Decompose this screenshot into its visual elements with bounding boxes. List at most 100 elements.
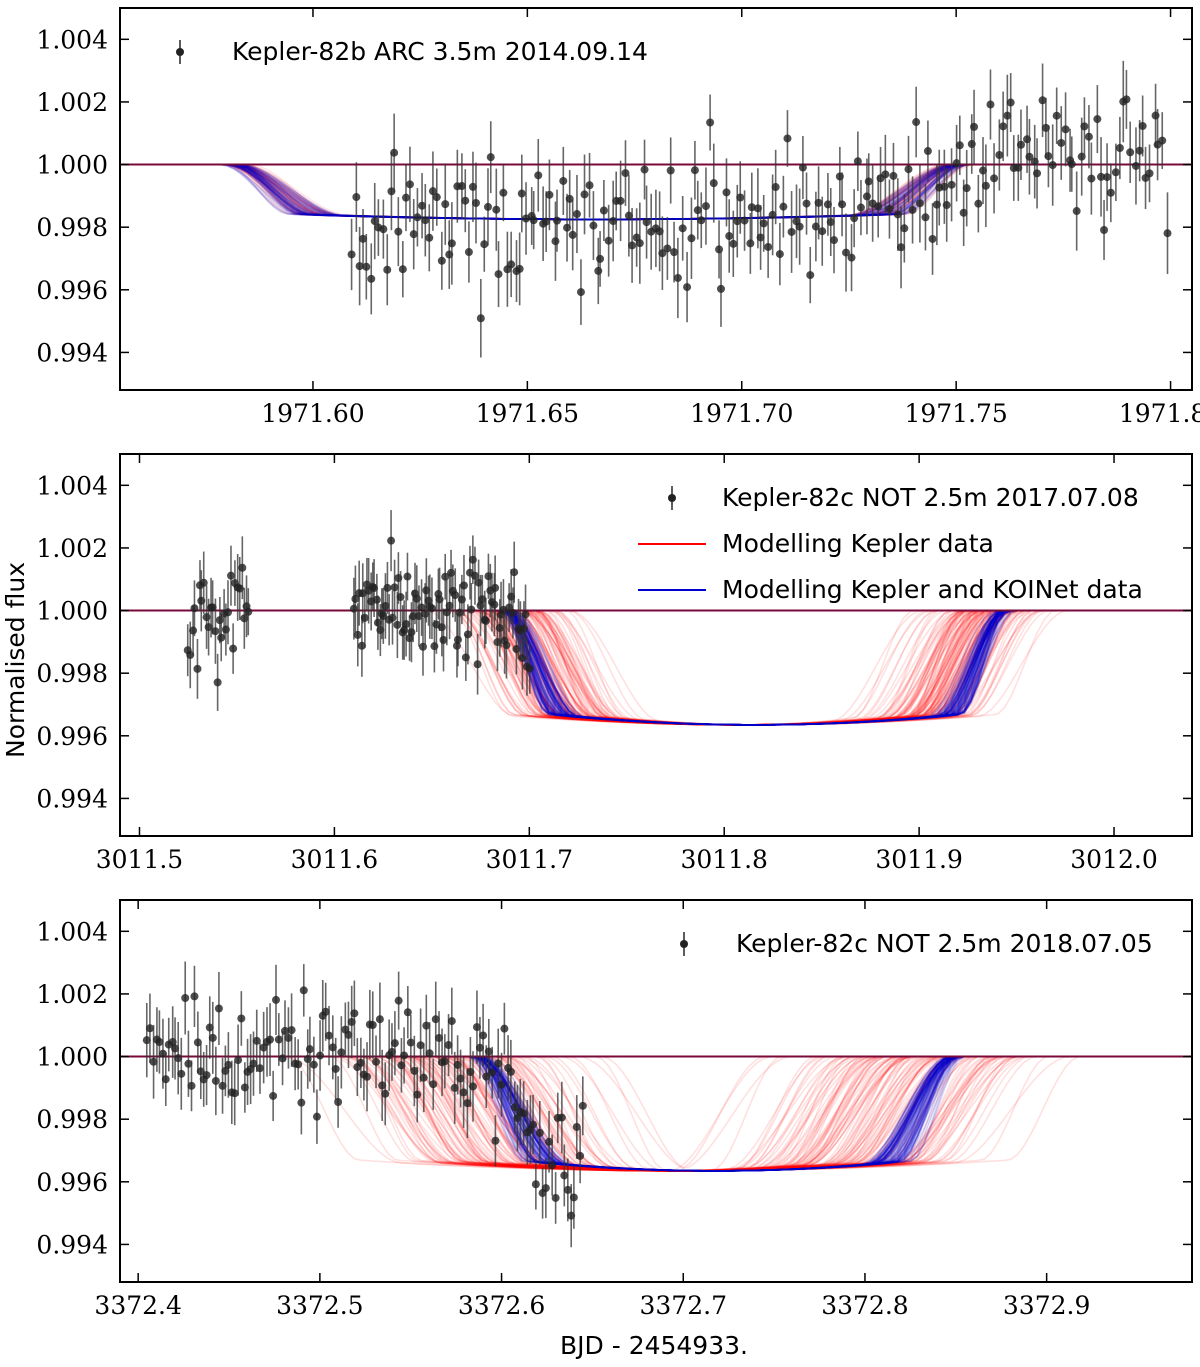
data-point	[425, 1049, 434, 1058]
model-curve	[120, 609, 1192, 726]
data-point	[181, 994, 190, 1003]
data-point	[214, 1004, 223, 1013]
data-point	[1100, 225, 1109, 234]
model-curve	[120, 609, 1192, 726]
model-curve	[120, 609, 1192, 726]
data-point	[476, 314, 485, 323]
model-curve	[120, 609, 1192, 726]
legend-label: Kepler-82c NOT 2.5m 2017.07.08	[722, 483, 1139, 512]
model-curve	[120, 609, 1192, 726]
model-curve	[120, 609, 1192, 726]
data-point	[683, 283, 692, 292]
data-point	[155, 1037, 164, 1046]
model-curve	[120, 609, 1192, 726]
data-point	[402, 620, 411, 629]
y-tick-label: 0.994	[36, 338, 108, 367]
data-point	[171, 1044, 180, 1053]
data-point	[889, 171, 898, 180]
model-curve	[120, 609, 1192, 726]
data-point	[229, 644, 238, 653]
data-point	[437, 623, 446, 632]
model-curve	[120, 609, 1192, 726]
data-point	[599, 206, 608, 215]
data-point	[196, 1067, 205, 1076]
model-curve	[120, 609, 1192, 726]
data-point	[193, 1038, 202, 1047]
data-point	[305, 1045, 314, 1054]
data-point	[513, 1114, 522, 1123]
data-point	[355, 262, 364, 271]
model-curve	[120, 609, 1192, 726]
model-curve	[120, 609, 1192, 726]
data-point	[986, 100, 995, 109]
data-point	[174, 1054, 183, 1063]
model-curve	[120, 609, 1192, 726]
data-point	[190, 604, 199, 613]
data-point	[912, 118, 921, 127]
model-curve	[120, 609, 1192, 726]
model-curve	[120, 609, 1192, 726]
model-curve	[120, 609, 1192, 726]
y-tick-label: 1.004	[36, 25, 108, 54]
data-point	[733, 217, 742, 226]
data-point	[435, 1033, 444, 1042]
data-point	[331, 1064, 340, 1073]
legend-label: Kepler-82b ARC 3.5m 2014.09.14	[232, 37, 648, 66]
model-curve	[120, 609, 1192, 726]
y-tick-label: 0.996	[36, 276, 108, 305]
model-curve	[120, 609, 1192, 726]
model-curve	[120, 609, 1192, 726]
data-point	[403, 1008, 412, 1017]
y-tick-label: 0.998	[36, 1105, 108, 1134]
model-curve	[120, 609, 1192, 726]
data-point	[515, 264, 524, 273]
data-point	[237, 1014, 246, 1023]
model-curve	[120, 609, 1192, 726]
data-point	[417, 603, 426, 612]
legend-label: Modelling Kepler and KOINet data	[722, 575, 1143, 604]
data-point	[962, 184, 971, 193]
data-point	[280, 1026, 289, 1035]
data-point	[955, 141, 964, 150]
data-point	[211, 1076, 220, 1085]
data-point	[486, 153, 495, 162]
model-curve	[120, 609, 1192, 726]
model-curve	[120, 609, 1192, 726]
data-point	[287, 1026, 296, 1035]
model-curve	[120, 609, 1192, 726]
data-point	[545, 190, 554, 199]
data-point	[266, 1035, 275, 1044]
data-point	[900, 224, 909, 233]
model-curve	[120, 609, 1192, 726]
model-curve	[120, 609, 1192, 726]
model-curve	[120, 609, 1192, 726]
data-point	[492, 205, 501, 214]
x-tick-label: 3372.8	[821, 1291, 908, 1320]
data-point	[722, 188, 731, 197]
data-point	[923, 147, 932, 156]
model-curve	[120, 609, 1192, 726]
data-point	[572, 210, 581, 219]
model-curve	[120, 609, 1192, 726]
data-point	[768, 210, 777, 219]
x-tick-label: 3372.6	[458, 1291, 545, 1320]
model-curve	[120, 609, 1192, 726]
data-point	[853, 157, 862, 166]
data-point	[381, 1089, 390, 1098]
data-point	[427, 604, 436, 613]
model-curve	[120, 609, 1192, 726]
y-tick-label: 0.998	[36, 659, 108, 688]
data-point	[401, 193, 410, 202]
model-curve	[120, 609, 1192, 726]
model-curve	[120, 609, 1192, 726]
data-point	[981, 181, 990, 190]
model-curve	[120, 609, 1192, 726]
data-point	[255, 1064, 264, 1073]
model-curve	[120, 609, 1192, 726]
data-point	[312, 1112, 321, 1121]
data-point	[447, 568, 456, 577]
data-point	[559, 176, 568, 185]
model-curve	[120, 609, 1192, 726]
data-point	[363, 1072, 372, 1081]
data-point	[959, 208, 968, 217]
